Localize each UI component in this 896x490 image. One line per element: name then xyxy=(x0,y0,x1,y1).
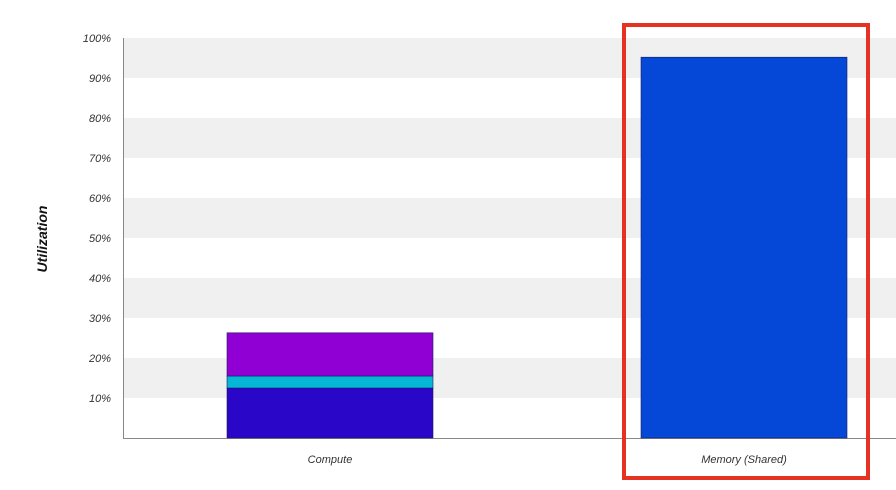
x-tick-label: Compute xyxy=(308,454,353,466)
x-tick-label: Memory (Shared) xyxy=(701,454,787,466)
bar-segment xyxy=(226,332,434,377)
y-tick-label: 80% xyxy=(89,113,111,125)
y-axis-label: Utilization xyxy=(34,206,50,273)
x-tick-labels: Compute Memory (Shared) xyxy=(308,454,787,466)
y-tick-label: 60% xyxy=(89,193,111,205)
y-tick-label: 40% xyxy=(89,273,111,285)
axes xyxy=(123,38,896,439)
y-tick-label: 10% xyxy=(89,393,111,405)
highlight-rectangle xyxy=(622,23,870,480)
y-tick-label: 90% xyxy=(89,73,111,85)
bars xyxy=(226,56,848,439)
y-tick-label: 20% xyxy=(88,353,111,365)
y-tick-labels: 10% 20% 30% 40% 50% 60% 70% 80% 90% 100% xyxy=(83,33,111,405)
bar-segment xyxy=(640,56,848,439)
highlight-box xyxy=(622,23,870,480)
y-tick-label: 50% xyxy=(89,233,111,245)
y-tick-label: 70% xyxy=(89,153,111,165)
y-tick-label: 100% xyxy=(83,33,111,45)
y-tick-label: 30% xyxy=(89,313,111,325)
bar-segment xyxy=(226,375,434,389)
bar-segment xyxy=(226,387,434,439)
